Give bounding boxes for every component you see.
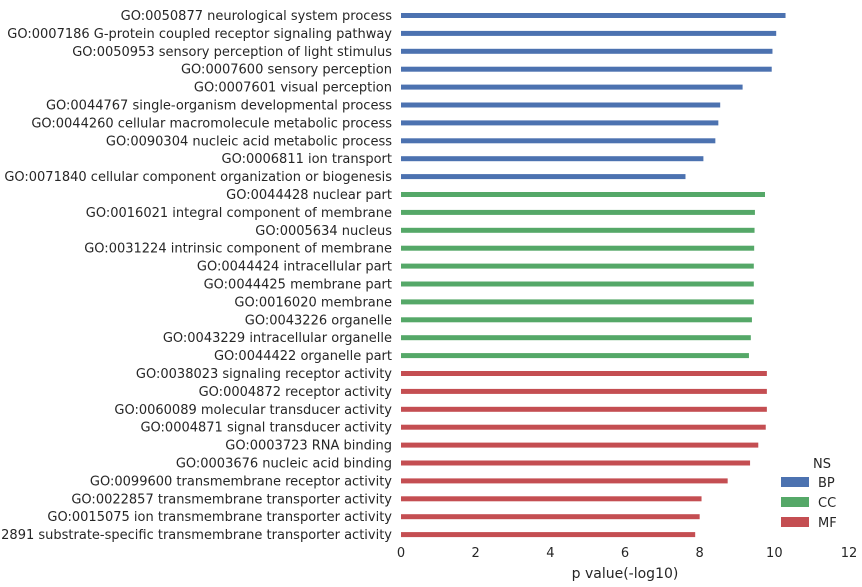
- category-label: GO:0003676 nucleic acid binding: [176, 457, 392, 472]
- category-label: GO:0099600 transmembrane receptor activi…: [90, 474, 392, 489]
- category-label: GO:0071840 cellular component organizati…: [4, 170, 392, 185]
- bar-go-0044422: [401, 353, 749, 359]
- legend-title: NS: [813, 457, 831, 472]
- bar-go-0022857: [401, 496, 702, 502]
- legend-label-mf: MF: [818, 516, 837, 531]
- category-label: GO:0044428 nuclear part: [226, 188, 392, 203]
- category-label: GO:0044425 membrane part: [204, 278, 392, 293]
- bar-go-0004871: [401, 424, 766, 430]
- x-tick-label: 2: [472, 546, 480, 561]
- category-label: GO:0006811 ion transport: [222, 152, 393, 167]
- bar-go-0003723: [401, 442, 759, 448]
- bar-go-0050877: [401, 13, 786, 18]
- category-labels-group: GO:0050877 neurological system process GO…: [0, 9, 392, 543]
- category-label: GO:0050953 sensory perception of light s…: [72, 45, 392, 60]
- category-label: GO:0007600 sensory perception: [181, 63, 392, 78]
- x-tick-label: 0: [397, 546, 405, 561]
- x-tick-label: 6: [621, 546, 629, 561]
- category-label: GO:0038023 signaling receptor activity: [136, 367, 392, 382]
- legend-swatch-cc: [781, 497, 809, 507]
- bar-go-0044425: [401, 281, 754, 287]
- category-label: GO:0044260 cellular macromolecule metabo…: [31, 116, 392, 131]
- category-label: GO:0044767 single-organism developmental…: [46, 99, 392, 114]
- legend-label-cc: CC: [818, 496, 836, 511]
- x-tick-label: 10: [766, 546, 783, 561]
- x-axis-title: p value(-log10): [572, 566, 679, 582]
- bar-go-0003676: [401, 460, 751, 466]
- category-label: GO:0022857 transmembrane transporter act…: [71, 492, 392, 507]
- category-label: GO:0016021 integral component of membran…: [86, 206, 392, 221]
- category-label: GO:0050877 neurological system process: [121, 9, 393, 24]
- legend-swatch-bp: [781, 477, 809, 487]
- x-tick-label: 4: [546, 546, 554, 561]
- category-label: GO:0031224 intrinsic component of membra…: [84, 242, 392, 257]
- category-label: GO:0007186 G-protein coupled receptor si…: [7, 27, 392, 42]
- category-label: GO:0003723 RNA binding: [225, 439, 392, 454]
- bar-go-0044260: [401, 120, 719, 126]
- category-label: GO:0004872 receptor activity: [199, 385, 393, 400]
- bar-go-0071840: [401, 174, 686, 180]
- legend-label-bp: BP: [818, 476, 835, 491]
- category-label: GO:0044424 intracellular part: [197, 260, 392, 275]
- bar-go-0022891: [401, 532, 696, 538]
- bar-go-0044424: [401, 263, 754, 269]
- bar-go-0016020: [401, 299, 754, 305]
- bars-group: [401, 13, 786, 538]
- x-tick-labels-group: 0 2 4 6 8 10 12: [397, 546, 857, 561]
- category-label: GO:0004871 signal transducer activity: [140, 421, 392, 436]
- legend-items: BP CC MF: [781, 476, 837, 531]
- bar-go-0090304: [401, 138, 716, 144]
- bar-go-0050953: [401, 48, 773, 54]
- bar-go-0099600: [401, 478, 728, 484]
- x-tick-label: 8: [696, 546, 704, 561]
- bar-go-0043229: [401, 335, 751, 341]
- bar-go-0060089: [401, 406, 767, 412]
- bar-go-0038023: [401, 371, 767, 376]
- category-label: GO:0007601 visual perception: [194, 81, 392, 96]
- legend-swatch-mf: [781, 517, 809, 527]
- category-label: GO:0016020 membrane: [234, 295, 392, 310]
- legend: NS BP CC MF: [781, 457, 837, 531]
- bar-go-0007186: [401, 30, 777, 36]
- bar-go-0007601: [401, 84, 743, 90]
- bar-go-0007600: [401, 66, 772, 72]
- category-label: GO:0022891 substrate-specific transmembr…: [0, 528, 392, 543]
- category-label: GO:0060089 molecular transducer activity: [114, 403, 392, 418]
- bar-go-0043226: [401, 317, 752, 323]
- category-label: GO:0043226 organelle: [245, 313, 392, 328]
- bar-go-0044428: [401, 192, 765, 197]
- bar-go-0006811: [401, 156, 704, 162]
- category-label: GO:0005634 nucleus: [255, 224, 392, 239]
- bar-go-0031224: [401, 245, 755, 251]
- bar-go-0004872: [401, 388, 767, 394]
- category-label: GO:0090304 nucleic acid metabolic proces…: [106, 134, 392, 149]
- bar-go-0005634: [401, 227, 755, 233]
- category-label: GO:0043229 intracellular organelle: [163, 331, 392, 346]
- x-tick-label: 12: [841, 546, 858, 561]
- bar-go-0044767: [401, 102, 721, 108]
- bar-go-0015075: [401, 514, 700, 520]
- category-label: GO:0015075 ion transmembrane transporter…: [47, 510, 392, 525]
- bar-go-0016021: [401, 209, 755, 215]
- category-label: GO:0044422 organelle part: [214, 349, 392, 364]
